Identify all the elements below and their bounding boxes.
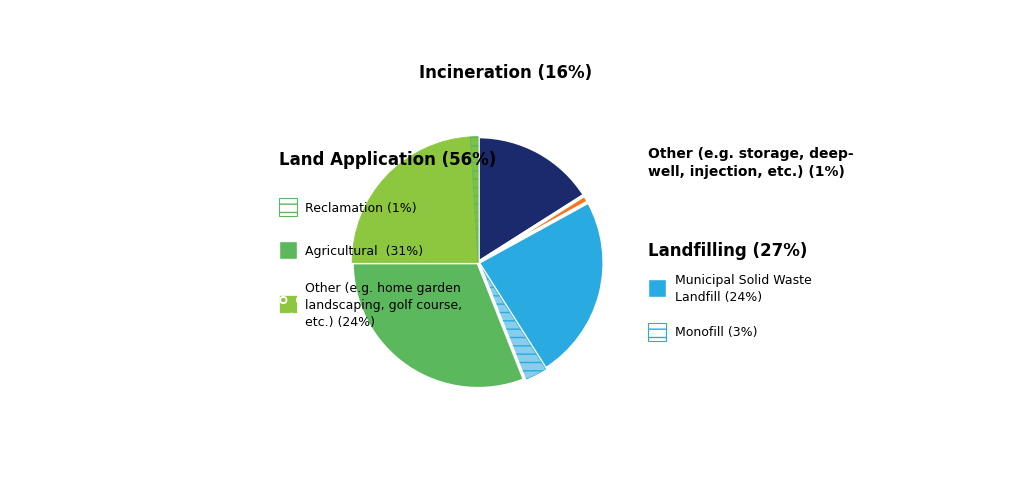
Text: Monofill (3%): Monofill (3%) (675, 326, 757, 339)
Bar (648, 280, 666, 297)
Text: Incineration (16%): Incineration (16%) (419, 64, 593, 82)
Wedge shape (478, 137, 585, 263)
Wedge shape (352, 138, 478, 263)
Text: Other (e.g. home garden
landscaping, golf course,
etc.) (24%): Other (e.g. home garden landscaping, gol… (305, 281, 463, 328)
Wedge shape (470, 137, 478, 263)
Text: Land Application (56%): Land Application (56%) (279, 151, 497, 169)
Bar (279, 296, 297, 314)
Text: Municipal Solid Waste
Landfill (24%): Municipal Solid Waste Landfill (24%) (675, 273, 811, 303)
Text: Other (e.g. storage, deep-
well, injection, etc.) (1%): Other (e.g. storage, deep- well, injecti… (648, 146, 854, 179)
Text: Agricultural  (31%): Agricultural (31%) (305, 244, 424, 257)
Bar (648, 324, 666, 341)
Text: Landfilling (27%): Landfilling (27%) (648, 241, 808, 260)
Bar (279, 199, 297, 216)
Text: Reclamation (1%): Reclamation (1%) (305, 201, 417, 214)
Wedge shape (478, 263, 546, 380)
Wedge shape (478, 202, 604, 369)
Bar (279, 241, 297, 260)
Wedge shape (478, 196, 589, 263)
Wedge shape (352, 263, 524, 389)
